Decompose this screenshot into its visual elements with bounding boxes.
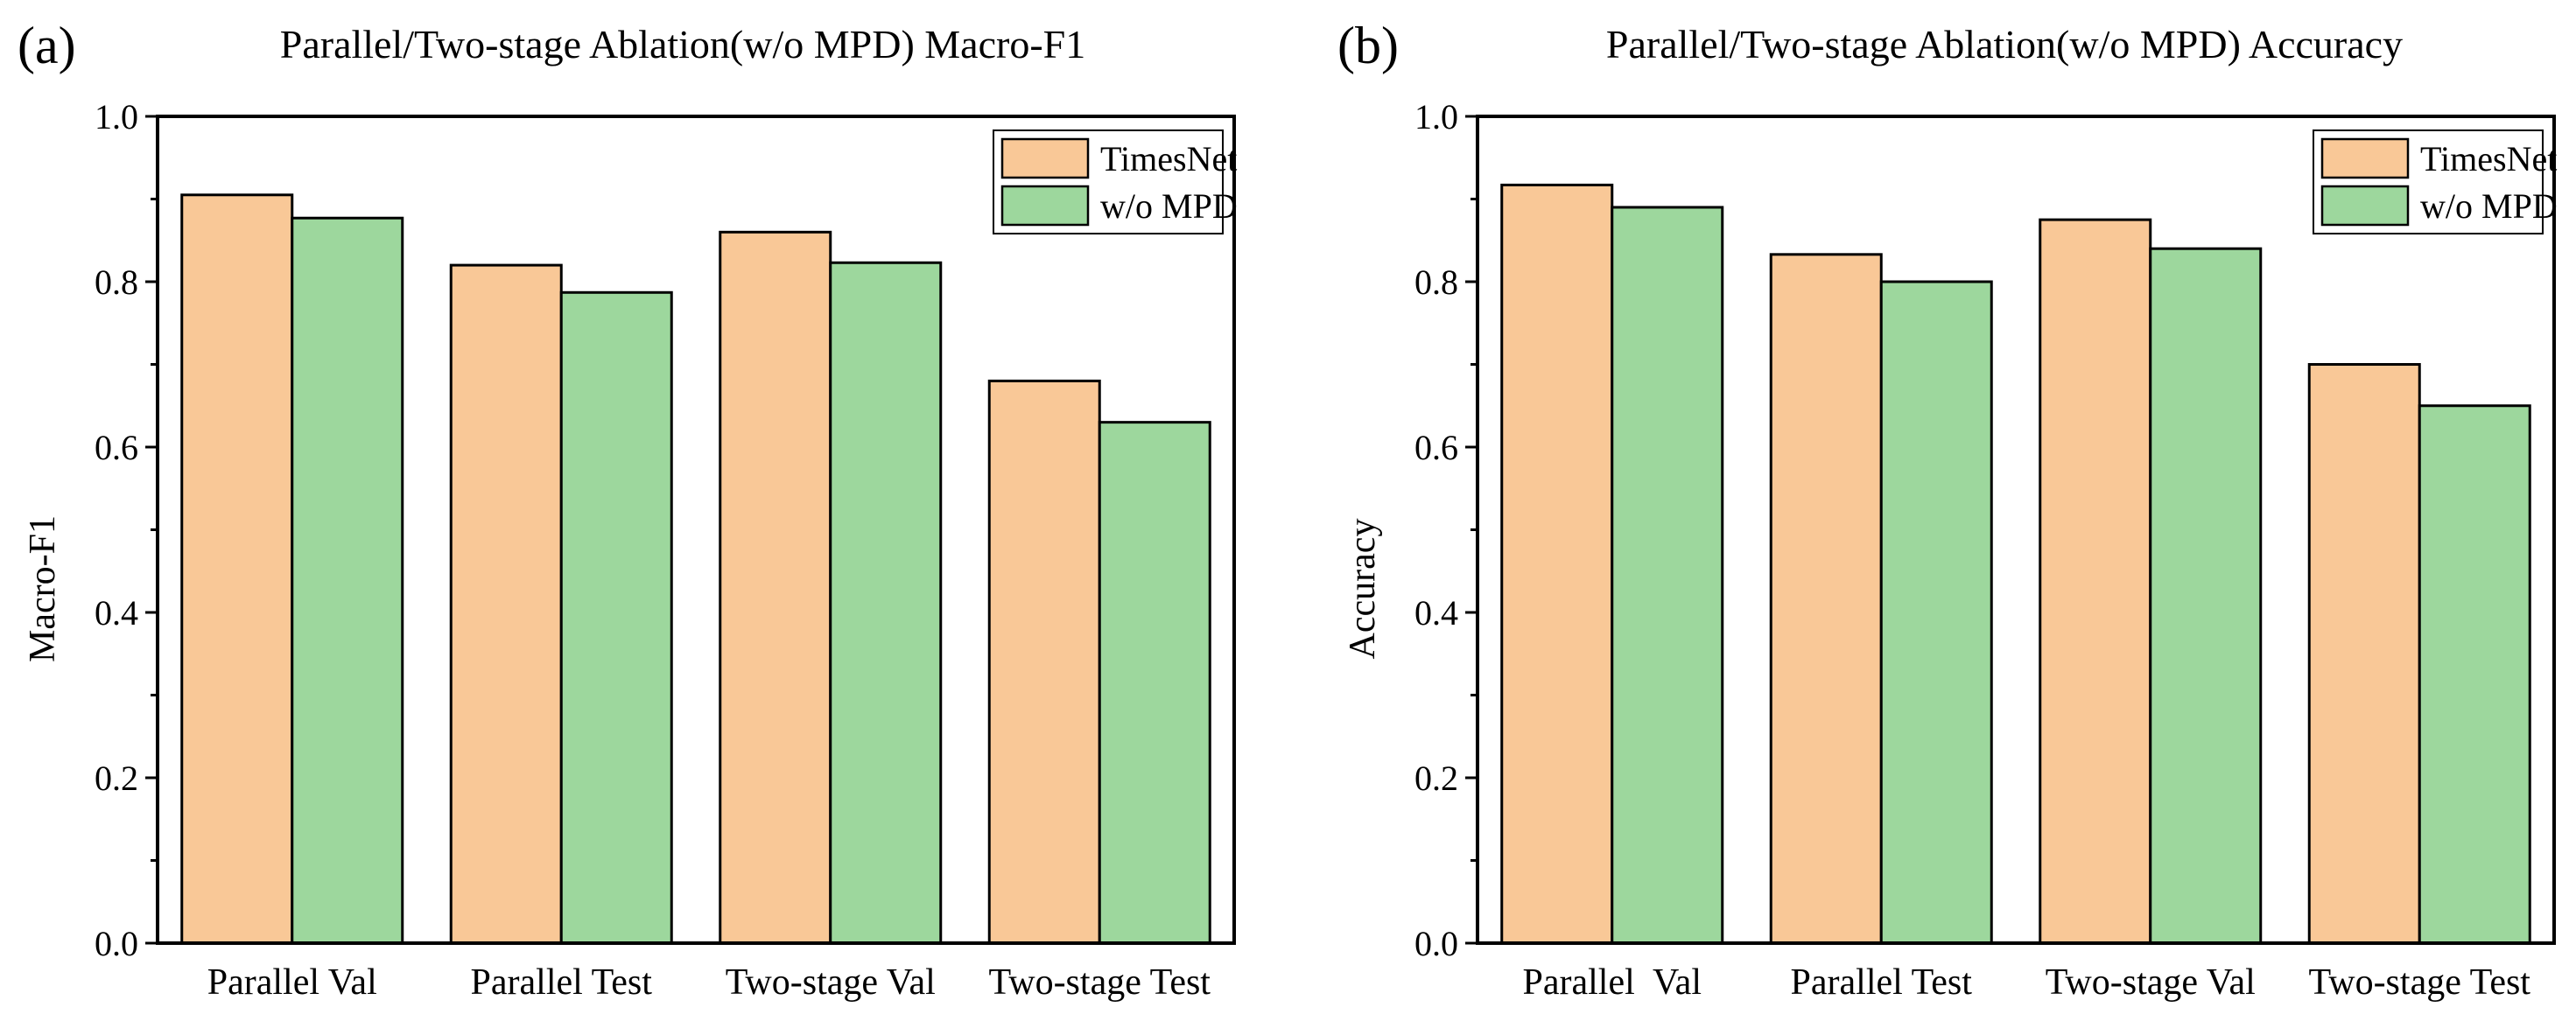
bar-b-wo-mpd-2 [1879, 280, 1993, 945]
y-tick-label-b-6: 1.0 [1414, 97, 1458, 136]
bar-b-wo-mpd-4 [2418, 404, 2531, 945]
legend-swatch-a-timesnet [1000, 137, 1090, 179]
bar-a-timesnet-2 [449, 263, 563, 945]
y-tick-label-a-1: 0.0 [95, 924, 138, 963]
y-tick-label-a-6: 1.0 [95, 97, 138, 136]
y-tick-label-b-3: 0.4 [1414, 593, 1458, 633]
plot-area-b: Parallel Val Parallel Test Two-stage Val Tw… [1414, 97, 2558, 1003]
bar-b-timesnet-4 [2307, 363, 2421, 945]
bar-b-timesnet-1 [1500, 183, 1614, 945]
chart-title-a: Parallel/Two-stage Ablation(w/o MPD) Mac… [280, 22, 1085, 66]
y-tick-label-b-2: 0.2 [1414, 759, 1458, 798]
panel-label-a: (a) [18, 17, 76, 74]
y-tick-label-a-4: 0.6 [95, 428, 138, 467]
x-tick-label-b-2: Parallel Test [1791, 962, 1973, 1003]
legend-swatch-b-timesnet [2320, 137, 2410, 179]
axes-frame-a [156, 115, 1236, 945]
x-tick-label-b-3: Two-stage Val [2046, 962, 2256, 1003]
bar-b-timesnet-3 [2039, 218, 2152, 945]
legend-label-b-wo-mpd: w/o MPD [2420, 186, 2558, 226]
bar-a-wo-mpd-1 [291, 216, 404, 945]
legend-label-a-wo-mpd: w/o MPD [1100, 186, 1238, 226]
y-tick-label-b-4: 0.6 [1414, 428, 1458, 467]
legend-label-b-timesnet: TimesNet [2420, 139, 2557, 178]
bar-a-wo-mpd-2 [559, 290, 673, 945]
x-tick-label-a-4: Two-stage Test [989, 962, 1211, 1003]
panel-label-b: (b) [1337, 17, 1399, 74]
y-tick-label-a-2: 0.2 [95, 759, 138, 798]
plot-area-a: Parallel Val Parallel Test Two-stage Val Tw… [95, 97, 1238, 1003]
bar-a-timesnet-3 [719, 230, 832, 945]
bar-a-wo-mpd-4 [1098, 421, 1211, 945]
bar-a-timesnet-1 [180, 193, 294, 945]
x-tick-label-a-2: Parallel Test [471, 962, 653, 1003]
bar-b-wo-mpd-1 [1611, 206, 1724, 945]
bar-a-timesnet-4 [987, 379, 1101, 945]
chart-title-b: Parallel/Two-stage Ablation(w/o MPD) Acc… [1606, 22, 2403, 66]
legend-swatch-a-wo-mpd [1000, 185, 1090, 227]
x-tick-label-a-1: Parallel Val [207, 962, 377, 1003]
legend-label-a-timesnet: TimesNet [1100, 139, 1237, 178]
panel-b: (b) Parallel/Two-stage Ablation(w/o MPD)… [1337, 17, 2558, 1003]
y-tick-label-a-5: 0.8 [95, 262, 138, 302]
bar-b-timesnet-2 [1769, 253, 1883, 945]
y-axis-label-a: Macro-F1 [23, 515, 63, 662]
x-tick-label-b-1: Parallel Val [1522, 962, 1702, 1003]
bar-a-wo-mpd-3 [829, 261, 943, 945]
y-tick-label-b-5: 0.8 [1414, 262, 1458, 302]
y-tick-label-b-1: 0.0 [1414, 924, 1458, 963]
panel-a: (a) Parallel/Two-stage Ablation(w/o MPD)… [18, 17, 1238, 1003]
bar-b-wo-mpd-3 [2149, 247, 2263, 945]
x-tick-label-a-3: Two-stage Val [726, 962, 936, 1003]
legend-swatch-b-wo-mpd [2320, 185, 2410, 227]
y-axis-label-b: Accuracy [1343, 519, 1383, 660]
y-tick-label-a-3: 0.4 [95, 593, 138, 633]
axes-frame-b [1476, 115, 2556, 945]
x-tick-label-b-4: Two-stage Test [2309, 962, 2531, 1003]
